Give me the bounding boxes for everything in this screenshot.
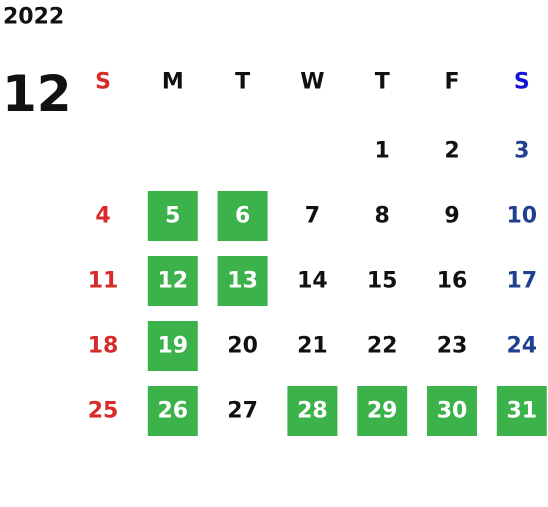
day: 30 xyxy=(437,399,468,424)
year: 2022 xyxy=(3,5,64,30)
highlight xyxy=(217,191,268,241)
day: 26 xyxy=(157,399,188,424)
day: 19 xyxy=(157,334,188,359)
day: 3 xyxy=(514,139,529,164)
day: 24 xyxy=(506,334,537,359)
highlight xyxy=(217,256,268,306)
weekday-label: W xyxy=(300,70,324,95)
highlight xyxy=(147,191,198,241)
day: 28 xyxy=(297,399,328,424)
highlight xyxy=(147,256,198,306)
weekday-label: S xyxy=(95,70,111,95)
day: 31 xyxy=(506,399,537,424)
weekday-label: M xyxy=(162,70,184,95)
month: 12 xyxy=(2,65,72,123)
day: 12 xyxy=(157,269,188,294)
day: 1 xyxy=(375,139,390,164)
day: 23 xyxy=(437,334,468,359)
weekday-label: T xyxy=(235,70,250,95)
day: 13 xyxy=(227,269,258,294)
day: 4 xyxy=(95,204,110,229)
day: 20 xyxy=(227,334,258,359)
day: 9 xyxy=(444,204,459,229)
weekday-label: S xyxy=(514,70,530,95)
day: 17 xyxy=(506,269,537,294)
day: 18 xyxy=(88,334,119,359)
day: 25 xyxy=(88,399,119,424)
day: 7 xyxy=(305,204,320,229)
highlight xyxy=(496,386,547,436)
day: 22 xyxy=(367,334,398,359)
highlight xyxy=(287,386,338,436)
weekday-label: F xyxy=(444,70,459,95)
day: 14 xyxy=(297,269,328,294)
day: 5 xyxy=(165,204,180,229)
highlight xyxy=(147,321,198,371)
day: 15 xyxy=(367,269,398,294)
day: 6 xyxy=(235,204,250,229)
day: 27 xyxy=(227,399,258,424)
day: 8 xyxy=(375,204,390,229)
day: 2 xyxy=(444,139,459,164)
day: 11 xyxy=(88,269,119,294)
day: 29 xyxy=(367,399,398,424)
day: 21 xyxy=(297,334,328,359)
day: 16 xyxy=(437,269,468,294)
highlight xyxy=(427,386,477,436)
day: 10 xyxy=(506,204,537,229)
weekday-label: T xyxy=(375,70,390,95)
highlight xyxy=(147,386,198,436)
highlight xyxy=(357,386,408,436)
